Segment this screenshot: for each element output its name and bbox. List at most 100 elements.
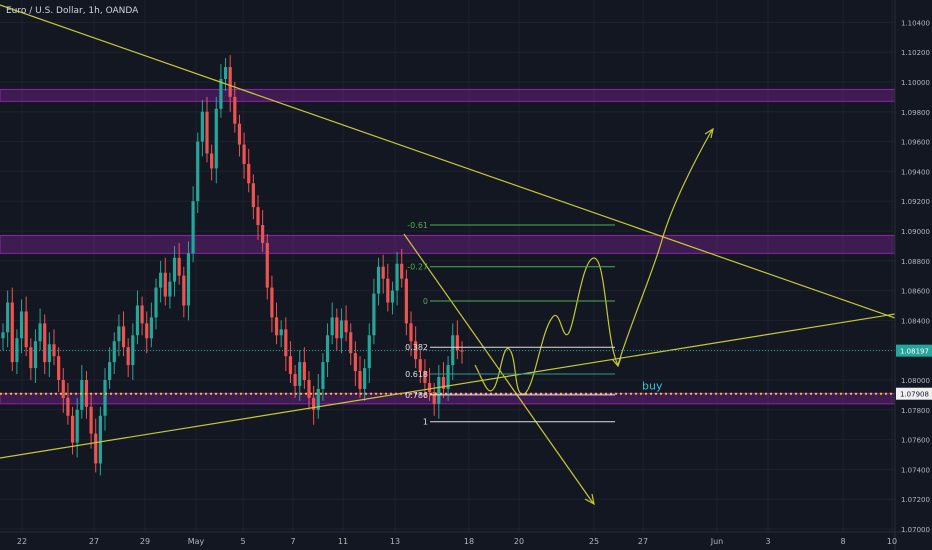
- candle-body: [140, 305, 144, 324]
- candle-body: [386, 278, 390, 303]
- candle-body: [70, 415, 75, 443]
- x-tick-label: May: [188, 537, 205, 546]
- y-tick-label: 1.09800: [901, 109, 930, 117]
- candle-body: [200, 111, 204, 142]
- candle-body: [182, 275, 186, 306]
- y-tick-label: 1.07800: [901, 407, 930, 415]
- candle-body: [376, 266, 381, 294]
- candle-body: [223, 67, 228, 79]
- candle-body: [163, 272, 167, 297]
- candle-body: [1, 332, 5, 339]
- candle-body: [427, 382, 432, 392]
- candle-body: [335, 317, 339, 339]
- x-tick-label: 7: [290, 537, 295, 546]
- buy-label: buy: [642, 380, 663, 393]
- y-tick-label: 1.08400: [901, 317, 930, 325]
- candle-body: [325, 335, 330, 363]
- chart-title: Euro / U.S. Dollar, 1h, OANDA: [6, 6, 139, 16]
- candle-body: [196, 141, 200, 202]
- candle-body: [19, 311, 24, 339]
- candle-body: [288, 356, 293, 375]
- resistance-zone[interactable]: [0, 88, 896, 102]
- candle-body: [57, 356, 61, 380]
- candle-body: [247, 163, 251, 184]
- candle-body: [172, 257, 177, 282]
- x-tick-label: 18: [464, 537, 474, 546]
- candle-body: [409, 323, 413, 342]
- y-tick-label: 1.07200: [901, 496, 930, 504]
- candle-body: [38, 323, 42, 342]
- candle-body: [446, 365, 450, 389]
- candle-body: [135, 305, 140, 336]
- fib-level-label: 0.786: [405, 391, 428, 400]
- candle-body: [242, 144, 246, 164]
- buy-price-text: 1.07908: [900, 391, 929, 399]
- ascending-trendline[interactable]: [0, 313, 896, 459]
- candle-body: [404, 278, 408, 324]
- candle-body: [237, 123, 242, 145]
- candle-body: [149, 317, 153, 339]
- candle-body: [121, 326, 126, 348]
- arrow-head-icon: [584, 493, 595, 506]
- candle-body: [321, 362, 325, 389]
- x-tick-label: 27: [89, 537, 99, 546]
- candle-body: [228, 67, 232, 97]
- descending-trendline[interactable]: [0, 4, 896, 319]
- candle-body: [339, 320, 344, 339]
- candle-body: [274, 317, 279, 336]
- x-tick-label: 22: [17, 537, 27, 546]
- candle-body: [302, 362, 306, 380]
- bearish-projection-line[interactable]: [403, 233, 594, 504]
- candle-body: [61, 380, 65, 398]
- y-tick-label: 1.07000: [901, 526, 930, 534]
- candle-body: [367, 335, 371, 369]
- candle-body: [66, 397, 70, 416]
- candle-body: [451, 335, 455, 366]
- candle-body: [214, 108, 218, 169]
- candle-body: [251, 183, 255, 208]
- candle-body: [265, 242, 269, 288]
- candle-body: [293, 374, 297, 386]
- candle-body: [423, 371, 427, 383]
- resistance-zone[interactable]: [0, 234, 896, 254]
- candle-body: [6, 302, 10, 333]
- arrow-head-icon: [704, 127, 714, 139]
- candle-body: [112, 341, 116, 363]
- x-tick-label: 29: [140, 537, 150, 546]
- candle-body: [29, 347, 33, 369]
- candle-body: [191, 201, 195, 254]
- y-tick-label: 1.08000: [901, 377, 930, 385]
- candle-body: [307, 380, 311, 398]
- y-tick-label: 1.08600: [901, 288, 930, 296]
- candle-body: [233, 96, 237, 124]
- candle-body: [168, 281, 172, 297]
- y-tick-label: 1.10400: [901, 19, 930, 27]
- y-tick-label: 1.07400: [901, 466, 930, 474]
- candle-body: [390, 290, 395, 303]
- grid: [0, 0, 895, 532]
- x-tick-label: 13: [390, 537, 400, 546]
- candle-body: [210, 153, 214, 169]
- y-tick-label: 1.09200: [901, 198, 930, 206]
- x-tick-label: 25: [589, 537, 599, 546]
- x-tick-label: 11: [338, 537, 348, 546]
- x-tick-label: 3: [765, 537, 770, 546]
- candle-body: [372, 293, 376, 336]
- wave-projection-path[interactable]: [474, 129, 713, 395]
- candle-body: [432, 391, 436, 404]
- current-price-tag: [896, 344, 932, 357]
- candle-body: [159, 272, 163, 288]
- candle-body: [437, 377, 441, 404]
- fib-level-label: 0: [423, 297, 428, 306]
- candle-body: [103, 380, 107, 416]
- candle-body: [126, 347, 130, 366]
- candle-body: [80, 380, 84, 410]
- candle-body: [33, 341, 38, 369]
- candle-body: [279, 329, 283, 336]
- y-tick-label: 1.10000: [901, 79, 930, 87]
- x-tick-label: 5: [240, 537, 245, 546]
- candle-body: [312, 397, 316, 410]
- candle-body: [108, 362, 112, 380]
- y-tick-label: 1.09000: [901, 228, 930, 236]
